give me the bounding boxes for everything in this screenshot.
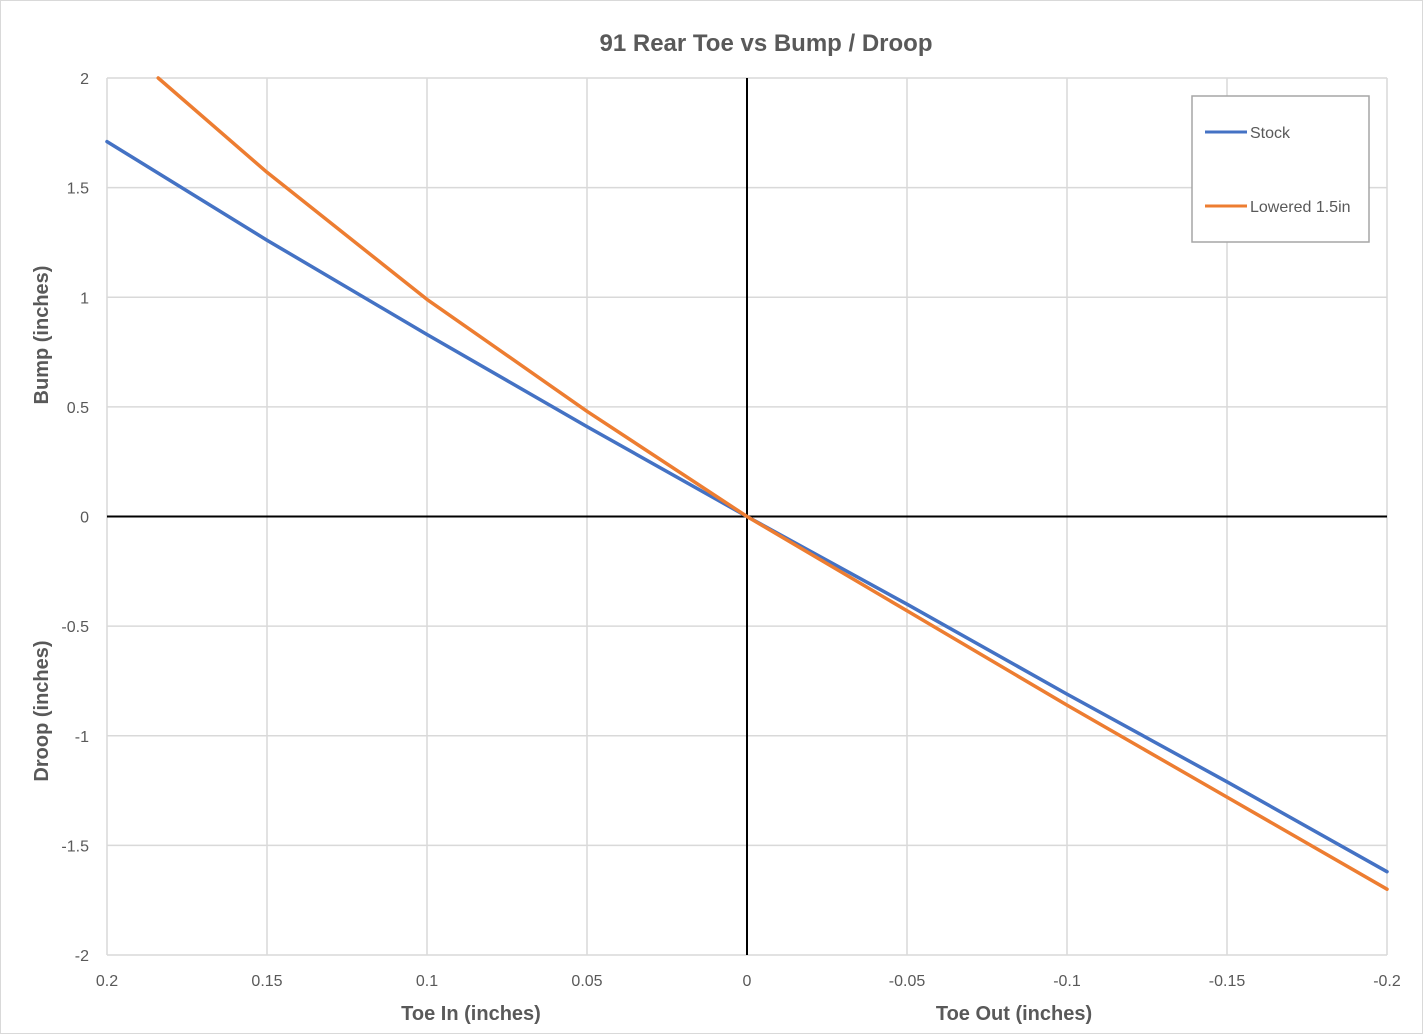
y-axis-title-top: Bump (inches) <box>31 266 53 405</box>
y-tick-label: -1 <box>75 729 89 746</box>
y-tick-label: -1.5 <box>61 838 89 855</box>
x-axis-title-left: Toe In (inches) <box>401 1003 541 1025</box>
y-tick-label: 2 <box>80 71 89 88</box>
x-tick-label: -0.1 <box>1053 973 1081 990</box>
x-tick-label: 0.05 <box>571 973 602 990</box>
x-tick-label: -0.15 <box>1209 973 1246 990</box>
x-tick-label: -0.2 <box>1373 973 1401 990</box>
x-tick-label: 0.2 <box>96 973 118 990</box>
x-tick-label: -0.05 <box>889 973 926 990</box>
legend: Stock Lowered 1.5in <box>1191 95 1370 243</box>
x-tick-label: 0.15 <box>251 973 282 990</box>
x-tick-label: 0 <box>743 973 752 990</box>
y-tick-label: -0.5 <box>61 619 89 636</box>
y-tick-label: 0.5 <box>67 400 89 417</box>
y-tick-label: 1 <box>80 290 89 307</box>
chart-title: 91 Rear Toe vs Bump / Droop <box>600 30 933 57</box>
tick-labels: 0.2 0.15 0.1 0.05 0 -0.05 -0.1 -0.15 -0.2 2 1.5 1 0.… <box>61 71 1400 990</box>
legend-lowered-label: Lowered 1.5in <box>1250 199 1351 216</box>
series-line-1 <box>156 76 1389 891</box>
legend-box <box>1191 95 1370 243</box>
series-lines <box>105 76 1389 891</box>
legend-stock-label: Stock <box>1250 125 1291 142</box>
x-axis-title-right: Toe Out (inches) <box>936 1003 1092 1025</box>
y-tick-label: 0 <box>80 510 89 527</box>
y-axis-title-bottom: Droop (inches) <box>31 640 53 781</box>
y-tick-label: 1.5 <box>67 181 89 198</box>
x-tick-label: 0.1 <box>416 973 438 990</box>
y-tick-label: -2 <box>75 948 89 965</box>
